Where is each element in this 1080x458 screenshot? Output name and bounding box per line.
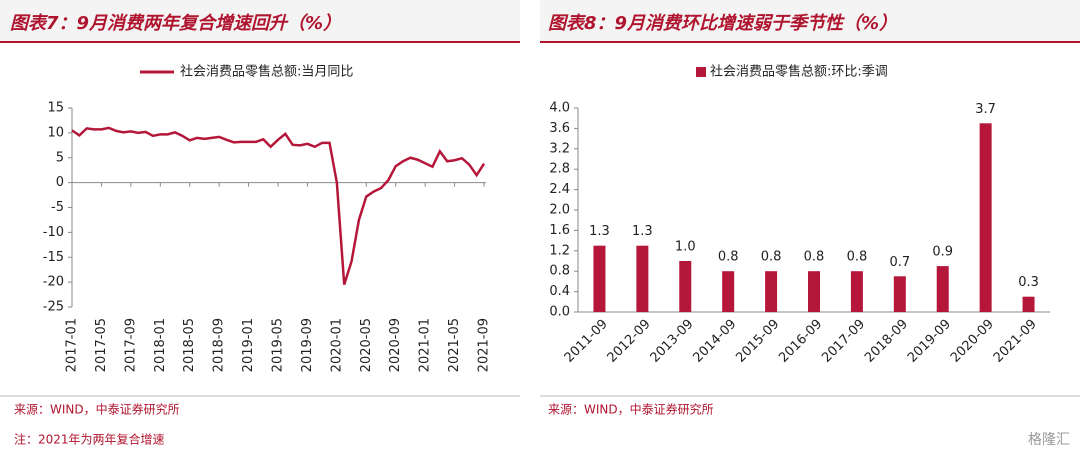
y-tick-label: 0	[56, 175, 64, 190]
x-tick-label: 2018-01	[153, 318, 168, 372]
y-tick-label: 0.8	[549, 264, 570, 279]
x-tick-label: 2021-09	[477, 318, 492, 372]
value-label: 0.8	[718, 250, 739, 265]
y-tick-label: 2.4	[549, 182, 570, 197]
y-tick-label: 10	[47, 125, 64, 140]
line-series	[71, 126, 486, 285]
x-tick-label: 2019-09	[300, 318, 315, 372]
y-tick-label: 1.6	[549, 223, 570, 238]
y-tick-label: -25	[43, 300, 64, 315]
x-tick-label: 2018-05	[182, 318, 197, 372]
x-tick-label: 2017-05	[94, 318, 109, 372]
y-tick-label: -5	[51, 200, 64, 215]
bar	[722, 271, 735, 312]
x-tick-label: 2018-09	[212, 318, 227, 372]
bar	[808, 271, 820, 312]
y-tick-label: 2.8	[549, 162, 570, 177]
bar	[1022, 296, 1035, 312]
value-label: 3.7	[975, 102, 996, 117]
y-tick-label: 1.2	[549, 243, 570, 258]
bar	[636, 245, 649, 312]
bar	[850, 271, 863, 312]
value-label: 1.3	[589, 224, 610, 239]
x-tick-label: 2020-01	[329, 318, 344, 372]
chart-title: 图表7：9月消费两年复合增速回升（%）	[10, 13, 341, 34]
bar	[893, 276, 906, 312]
y-tick-label: 3.6	[549, 121, 570, 136]
value-label: 0.8	[804, 250, 825, 265]
value-label: 0.7	[889, 255, 910, 270]
x-tick-label: 2021-05	[447, 318, 462, 372]
bar	[593, 245, 606, 312]
source: 来源：WIND，中泰证券研究所	[548, 402, 714, 417]
y-tick-label: 15	[47, 101, 64, 116]
y-tick-label: 0.0	[549, 305, 570, 320]
legend-swatch	[696, 67, 706, 77]
x-tick-label: 2021-01	[418, 318, 433, 372]
y-tick-label: 5	[56, 150, 64, 165]
x-tick-label: 2019-05	[271, 318, 286, 372]
bar	[765, 271, 778, 312]
watermark: 格隆汇	[1028, 432, 1070, 448]
bar	[679, 261, 692, 312]
y-tick-label: 4.0	[549, 101, 570, 116]
x-tick-label: 2020-05	[359, 318, 374, 372]
y-tick-label: -20	[43, 275, 64, 290]
y-tick-label: 0.4	[549, 284, 570, 299]
value-label: 0.9	[932, 245, 953, 260]
x-tick-label: 2020-09	[388, 318, 403, 372]
x-tick-label: 2017-09	[123, 318, 138, 372]
y-tick-label: 2.0	[549, 203, 570, 218]
source: 来源：WIND，中泰证券研究所	[14, 402, 180, 417]
legend-label: 社会消费品零售总额:环比:季调	[710, 64, 888, 80]
value-label: 1.3	[632, 224, 653, 239]
header-bg	[0, 0, 520, 42]
header-bg	[540, 0, 1080, 42]
y-tick-label: -10	[43, 225, 64, 240]
value-label: 1.0	[675, 240, 696, 255]
value-label: 0.3	[1018, 275, 1039, 290]
chart-title: 图表8：9月消费环比增速弱于季节性（%）	[548, 13, 897, 34]
x-tick-label: 2017-01	[65, 318, 80, 372]
value-label: 0.8	[761, 250, 782, 265]
y-tick-label: 3.2	[549, 141, 570, 156]
note: 注：2021年为两年复合增速	[14, 432, 165, 447]
bar	[936, 266, 949, 312]
legend-label: 社会消费品零售总额:当月同比	[180, 64, 353, 80]
value-label: 0.8	[847, 250, 868, 265]
y-tick-label: -15	[43, 250, 64, 265]
bar	[979, 123, 992, 312]
x-tick-label: 2019-01	[241, 318, 256, 372]
